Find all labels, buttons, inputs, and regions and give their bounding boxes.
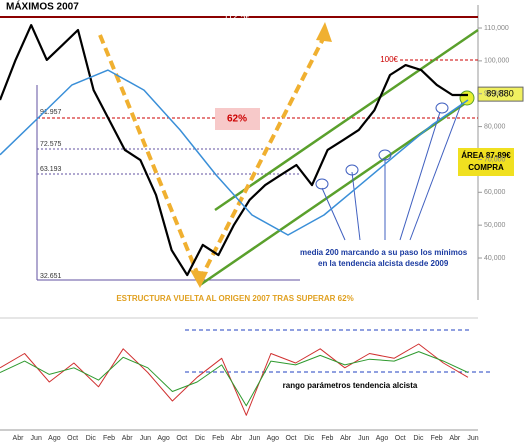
x-tick-label: Abr [122, 435, 134, 442]
x-tick-label: Ago [157, 435, 170, 442]
y-tick-label: 110,000 [484, 25, 509, 32]
annotation: en la tendencia alcista desde 2009 [318, 259, 449, 268]
x-tick-label: Oct [67, 435, 78, 442]
annotation: 62% [227, 114, 247, 125]
x-tick-label: Ago [376, 435, 389, 442]
series-line [0, 351, 469, 407]
annotation: media 200 marcando a su paso los mínimos [300, 248, 468, 257]
y-tick-label: 70,000 [484, 156, 506, 163]
buy-box [458, 148, 514, 176]
box-62 [215, 108, 260, 130]
series-line [0, 24, 468, 277]
x-tick-label: Jun [249, 435, 260, 442]
x-tick-label: Abr [340, 435, 352, 442]
y-tick-label: 90,000 [484, 91, 506, 98]
arrow-down [98, 34, 202, 281]
x-tick-label: Oct [395, 435, 406, 442]
level-label: 63.193 [40, 166, 62, 173]
x-tick-label: Abr [231, 435, 243, 442]
x-tick-label: Jun [358, 435, 369, 442]
arrow-up [198, 34, 327, 281]
buy-marker [459, 90, 475, 106]
annotation: COMPRA [468, 163, 504, 172]
x-tick-label: Oct [176, 435, 187, 442]
x-tick-label: Jun [140, 435, 151, 442]
x-tick-label: Oct [286, 435, 297, 442]
y-tick-label: 50,000 [484, 222, 506, 229]
x-tick-label: Dic [86, 435, 97, 442]
x-tick-label: Feb [431, 435, 443, 442]
x-tick-label: Dic [195, 435, 206, 442]
annotation: ESTRUCTURA VUELTA AL ORIGEN 2007 TRAS SU… [116, 294, 353, 303]
x-tick-label: Abr [449, 435, 461, 442]
y-tick-label: 80,000 [484, 123, 506, 130]
pointer-lines [315, 101, 463, 241]
annotation: ÁREA 87-89€ [461, 151, 511, 160]
level-label: 32.651 [40, 273, 62, 280]
x-tick-label: Dic [413, 435, 424, 442]
y-tick-label: 60,000 [484, 189, 506, 196]
x-tick-label: Abr [13, 435, 25, 442]
chart-title: MÁXIMOS 2007 [6, 0, 79, 13]
x-tick-label: Jun [467, 435, 478, 442]
channel-line [214, 28, 479, 212]
x-tick-label: Jun [31, 435, 42, 442]
annotation: 112,5€ [224, 11, 251, 21]
x-tick-label: Feb [212, 435, 224, 442]
arrow-head [190, 270, 208, 288]
level-label: 91.957 [40, 109, 62, 116]
x-tick-label: Ago [267, 435, 280, 442]
price-label: 89,880 [486, 88, 514, 98]
x-tick-label: Dic [304, 435, 315, 442]
x-tick-label: Ago [48, 435, 61, 442]
series-line [0, 343, 469, 416]
x-tick-label: Feb [103, 435, 115, 442]
annotation: 100€ [380, 55, 398, 64]
arrow-head [316, 22, 332, 42]
y-tick-label: 100,000 [484, 58, 509, 65]
annotation: rango parámetros tendencia alcista [283, 381, 418, 390]
level-label: 72.575 [40, 141, 62, 148]
y-tick-label: 40,000 [484, 255, 506, 262]
x-tick-label: Feb [321, 435, 333, 442]
series-line [0, 69, 469, 236]
